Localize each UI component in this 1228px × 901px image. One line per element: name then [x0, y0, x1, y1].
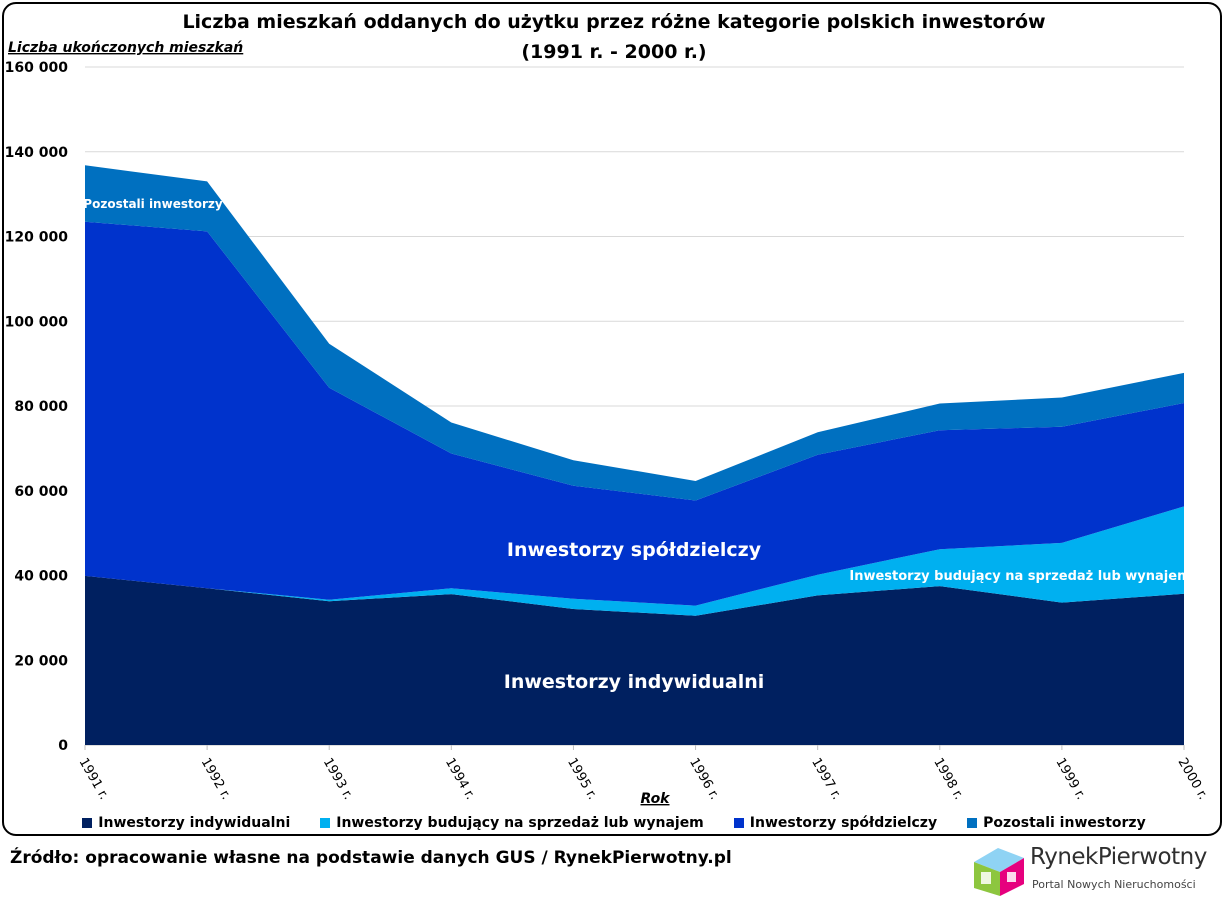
x-tick-label: 1998 r. — [930, 756, 966, 803]
y-tick-label: 160 000 — [5, 60, 69, 76]
x-tick-label: 2000 r. — [1175, 756, 1211, 803]
y-axis-label: Liczba ukończonych mieszkań — [8, 40, 243, 56]
legend: Inwestorzy indywidualni Inwestorzy buduj… — [0, 812, 1228, 834]
area-label-indywidualni: Inwestorzy indywidualni — [504, 671, 765, 693]
legend-label: Inwestorzy budujący na sprzedaż lub wyna… — [336, 815, 704, 831]
area-label-spoldzielczy: Inwestorzy spółdzielczy — [507, 539, 762, 561]
legend-swatch — [967, 818, 978, 828]
logo: RynekPierwotny Portal Nowych Nieruchomoś… — [968, 842, 1224, 898]
legend-item-indywidualni: Inwestorzy indywidualni — [82, 812, 290, 834]
x-tick-label: 1994 r. — [442, 756, 478, 803]
legend-item-spoldzielczy: Inwestorzy spółdzielczy — [733, 812, 938, 834]
legend-label: Inwestorzy spółdzielczy — [749, 815, 938, 831]
legend-label: Pozostali inwestorzy — [983, 815, 1146, 831]
x-tick-label: 1993 r. — [320, 756, 356, 803]
legend-swatch — [320, 818, 331, 828]
legend-swatch — [82, 818, 93, 828]
area-series-3 — [85, 221, 1184, 606]
y-tick-label: 40 000 — [14, 569, 68, 585]
x-tick-label: 1992 r. — [198, 756, 234, 803]
house-icon — [974, 848, 1024, 896]
x-tick-label: 1991 r. — [76, 756, 112, 803]
x-tick-label: 1995 r. — [564, 756, 600, 803]
legend-item-budujacy: Inwestorzy budujący na sprzedaż lub wyna… — [320, 812, 704, 834]
x-axis-label: Rok — [640, 791, 671, 807]
y-tick-label: 100 000 — [5, 314, 69, 330]
area-series-4 — [85, 165, 1184, 501]
area-label-budujacy: Inwestorzy budujący na sprzedaż lub wyna… — [849, 569, 1190, 584]
logo-tagline: Portal Nowych Nieruchomości — [1032, 878, 1196, 891]
x-tick-label: 1997 r. — [808, 756, 844, 803]
x-tick-label: 1999 r. — [1052, 756, 1088, 803]
area-series-2 — [85, 506, 1184, 616]
area-series — [85, 165, 1184, 745]
logo-name: RynekPierwotny — [1030, 844, 1207, 870]
y-tick-label: 0 — [58, 738, 68, 754]
area-labels: Pozostali inwestorzy Inwestorzy spółdzie… — [83, 197, 1190, 693]
legend-swatch — [733, 818, 744, 828]
legend-label: Inwestorzy indywidualni — [98, 815, 291, 831]
y-tick-label: 60 000 — [14, 484, 68, 500]
y-tick-label: 140 000 — [5, 145, 69, 161]
y-tick-label: 20 000 — [14, 653, 68, 669]
y-tick-label: 120 000 — [5, 230, 69, 246]
y-tick-label: 80 000 — [14, 399, 68, 415]
legend-item-pozostali: Pozostali inwestorzy — [967, 812, 1146, 834]
area-label-pozostali: Pozostali inwestorzy — [83, 197, 223, 211]
source-note: Źródło: opracowanie własne na podstawie … — [10, 848, 732, 868]
chart-title-line1: Liczba mieszkań oddanych do użytku przez… — [182, 11, 1045, 33]
area-series-1 — [85, 575, 1184, 745]
chart-title-line2: (1991 r. - 2000 r.) — [521, 41, 706, 63]
x-tick-label: 1996 r. — [686, 756, 722, 803]
y-axis-ticks: 0 20 000 40 000 60 000 80 000 100 000 120 000 1… — [5, 60, 69, 754]
